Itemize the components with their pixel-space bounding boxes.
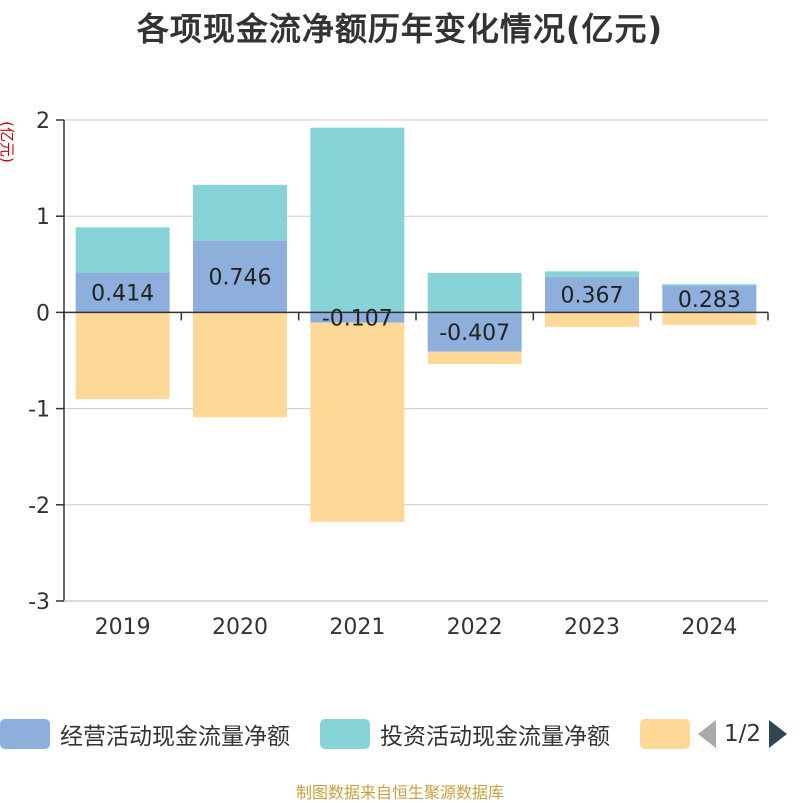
bar <box>75 312 170 399</box>
x-tick-label: 2019 <box>95 615 151 640</box>
next-page-icon[interactable] <box>769 720 788 748</box>
x-tick-label: 2022 <box>447 615 503 640</box>
bar <box>545 277 639 313</box>
y-tick-label: -1 <box>28 398 50 423</box>
bar <box>310 312 405 323</box>
legend-item-operating[interactable]: 经营活动现金流量净额 <box>0 716 290 752</box>
y-tick-label: 1 <box>36 205 50 230</box>
y-tick-label: -3 <box>28 590 50 615</box>
chart-legend: 经营活动现金流量净额 投资活动现金流量净额 <box>0 716 800 756</box>
bar <box>427 272 522 313</box>
x-tick-label: 2021 <box>329 615 385 640</box>
data-source-note: 制图数据来自恒生聚源数据库 <box>295 783 504 802</box>
legend-item-investing[interactable]: 投资活动现金流量净额 <box>320 716 610 752</box>
data-label: 0.367 <box>561 284 624 309</box>
data-label: 0.414 <box>91 281 154 306</box>
x-tick-label: 2020 <box>212 615 268 640</box>
data-label: -0.407 <box>439 321 510 346</box>
bar <box>193 184 287 241</box>
bar <box>662 312 757 325</box>
bar <box>427 312 522 352</box>
x-tick-label: 2023 <box>564 615 620 640</box>
legend-label: 经营活动现金流量净额 <box>60 724 290 750</box>
data-label: -0.107 <box>322 307 393 332</box>
legend-label: 投资活动现金流量净额 <box>380 724 610 750</box>
legend-swatch <box>320 719 370 749</box>
chart-title: 各项现金流净额历年变化情况(亿元) <box>136 10 664 48</box>
pager-text: 1/2 <box>724 721 762 747</box>
bar <box>75 227 170 273</box>
y-axis-label: (亿元) <box>0 121 16 163</box>
data-label: 0.283 <box>678 288 741 313</box>
legend-pager: 1/2 <box>698 716 788 752</box>
chart-canvas: 2 1 0 -1 -2 -3 (亿元) 2019 2020 2021 2022 2023 2024 0.4… <box>0 109 769 640</box>
legend-item-financing[interactable] <box>640 716 700 752</box>
bar <box>545 312 639 327</box>
bar <box>662 284 757 286</box>
prev-page-icon[interactable] <box>698 720 716 748</box>
bar <box>545 271 639 278</box>
data-label: 0.746 <box>209 266 272 291</box>
y-tick-label: 0 <box>36 301 50 326</box>
x-tick-label: 2024 <box>681 615 737 640</box>
legend-swatch <box>640 719 690 749</box>
bar <box>193 240 287 313</box>
bar <box>193 312 287 418</box>
bar <box>662 285 757 313</box>
legend-swatch <box>0 719 50 749</box>
bar <box>75 272 170 313</box>
bar <box>427 351 522 365</box>
y-tick-label: -2 <box>28 494 50 519</box>
y-tick-label: 2 <box>36 109 50 134</box>
bar <box>310 322 405 522</box>
bar <box>310 127 405 313</box>
